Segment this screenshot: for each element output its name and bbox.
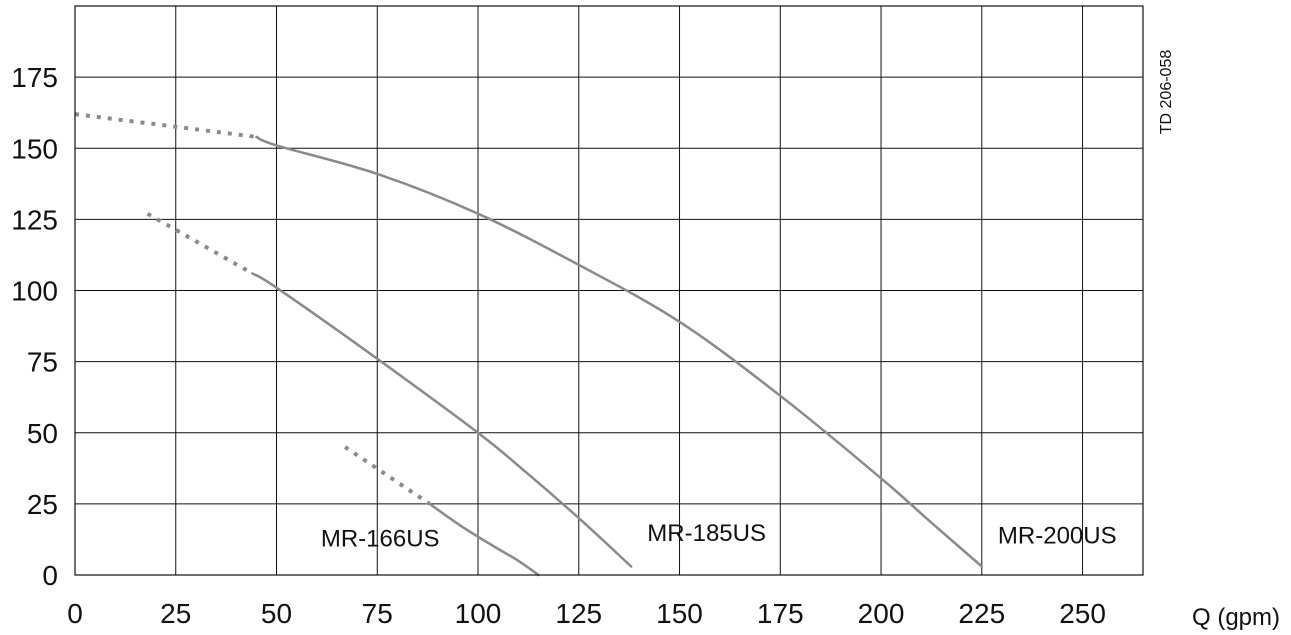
series-label-mr-185us: MR-185US — [647, 520, 766, 547]
series-label-mr-166us: MR-166US — [321, 526, 440, 553]
drawing-code: TD 206-058 — [1158, 50, 1175, 135]
curve-mr-166us — [428, 502, 540, 577]
x-tick-label: 50 — [261, 598, 292, 629]
grid-lines — [75, 6, 1143, 575]
y-tick-label: 100 — [11, 276, 58, 307]
plot-frame — [74, 5, 1144, 576]
curve-dotted-mr-200us — [74, 112, 257, 139]
curve-dotted-mr-185us — [146, 211, 254, 276]
x-tick-label: 125 — [555, 598, 602, 629]
y-tick-label: 150 — [11, 133, 58, 164]
x-tick-label: 150 — [656, 598, 703, 629]
x-tick-label: 0 — [67, 598, 83, 629]
x-tick-label: 25 — [160, 598, 191, 629]
x-tick-label: 175 — [757, 598, 804, 629]
y-tick-label: 175 — [11, 62, 58, 93]
x-tick-label: 200 — [858, 598, 905, 629]
x-tick-label: 100 — [455, 598, 502, 629]
y-tick-label: 0 — [42, 560, 58, 591]
y-tick-label: 125 — [11, 204, 58, 235]
curve-mr-185us — [251, 272, 633, 568]
x-tick-label: 75 — [362, 598, 393, 629]
x-axis-label: Q (gpm) — [1192, 604, 1280, 631]
x-tick-label: 225 — [958, 598, 1005, 629]
series-label-mr-200us: MR-200US — [998, 523, 1117, 550]
y-tick-label: 25 — [27, 489, 58, 520]
curve-dotted-mr-166us — [343, 445, 431, 506]
y-tick-label: 50 — [27, 418, 58, 449]
curve-layer — [74, 112, 984, 577]
tick-label-layer: 0 25 50 75 100 125 150 175 200 225 250 0 25 50 75 100 12… — [11, 62, 1116, 629]
x-tick-label: 250 — [1059, 598, 1106, 629]
curve-mr-200us — [255, 135, 984, 568]
y-tick-label: 75 — [27, 347, 58, 378]
